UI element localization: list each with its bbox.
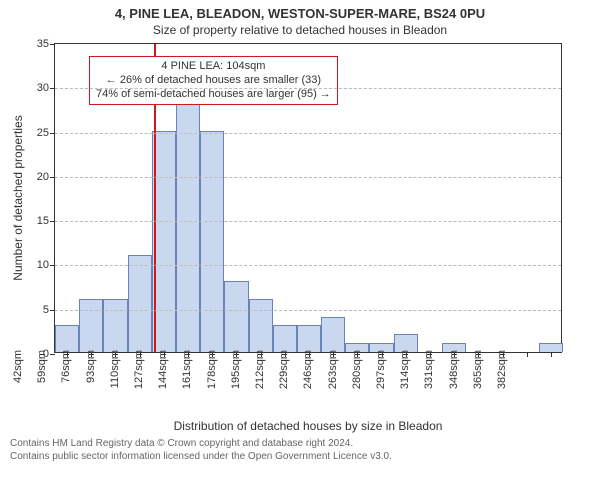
ytick-label: 10 (37, 259, 55, 271)
gridline (55, 265, 561, 266)
bar (200, 131, 224, 352)
ytick-label: 20 (37, 171, 55, 183)
annotation-line2: ← 26% of detached houses are smaller (33… (96, 74, 331, 88)
xtick-label: 178sqm (206, 350, 218, 410)
xtick-label: 212sqm (254, 350, 266, 410)
xtick-label: 229sqm (278, 350, 290, 410)
xtick-label: 331sqm (423, 350, 435, 410)
ytick-label: 30 (37, 82, 55, 94)
gridline (55, 310, 561, 311)
footer-line1: Contains HM Land Registry data © Crown c… (10, 437, 600, 450)
ytick-label: 15 (37, 215, 55, 227)
bar (176, 95, 200, 352)
xtick-label: 144sqm (157, 350, 169, 410)
annotation-box: 4 PINE LEA: 104sqm ← 26% of detached hou… (89, 56, 338, 105)
page-subtitle: Size of property relative to detached ho… (0, 23, 600, 37)
gridline (55, 133, 561, 134)
page-title: 4, PINE LEA, BLEADON, WESTON-SUPER-MARE,… (0, 6, 600, 21)
bar (128, 255, 152, 352)
chart-container: Number of detached properties 4 PINE LEA… (54, 43, 600, 353)
xtick-label: 263sqm (327, 350, 339, 410)
xtick-label: 161sqm (181, 350, 193, 410)
bar (224, 281, 248, 352)
bar (249, 299, 273, 352)
xtick-label: 348sqm (448, 350, 460, 410)
bar (273, 325, 297, 352)
xtick-label: 297sqm (375, 350, 387, 410)
footer-line2: Contains public sector information licen… (10, 450, 600, 463)
footer: Contains HM Land Registry data © Crown c… (10, 437, 600, 463)
xtick-label: 382sqm (496, 350, 508, 410)
gridline (55, 177, 561, 178)
bar (79, 299, 103, 352)
xtick-label: 42sqm (12, 350, 24, 410)
gridline (55, 221, 561, 222)
ytick-label: 35 (37, 38, 55, 50)
xtick-label: 76sqm (60, 350, 72, 410)
xtick-label: 59sqm (36, 350, 48, 410)
bar (297, 325, 321, 352)
y-axis-title: Number of detached properties (11, 115, 25, 280)
annotation-line1: 4 PINE LEA: 104sqm (96, 60, 331, 74)
bar (55, 325, 79, 352)
bar (539, 343, 563, 352)
x-axis-title: Distribution of detached houses by size … (54, 419, 562, 433)
xtick-label: 110sqm (109, 350, 121, 410)
bar (103, 299, 127, 352)
ytick-label: 25 (37, 127, 55, 139)
gridline (55, 88, 561, 89)
xtick-label: 195sqm (230, 350, 242, 410)
ytick-label: 5 (43, 304, 55, 316)
xtick-label: 280sqm (351, 350, 363, 410)
xtick-label: 93sqm (85, 350, 97, 410)
xtick-label: 127sqm (133, 350, 145, 410)
xtick-label: 365sqm (472, 350, 484, 410)
xtick-mark (551, 352, 552, 357)
xtick-label: 314sqm (399, 350, 411, 410)
annotation-line3: 74% of semi-detached houses are larger (… (96, 88, 331, 102)
bar (321, 317, 345, 352)
xtick-mark (527, 352, 528, 357)
plot-area: 4 PINE LEA: 104sqm ← 26% of detached hou… (54, 43, 562, 353)
xtick-label: 246sqm (302, 350, 314, 410)
